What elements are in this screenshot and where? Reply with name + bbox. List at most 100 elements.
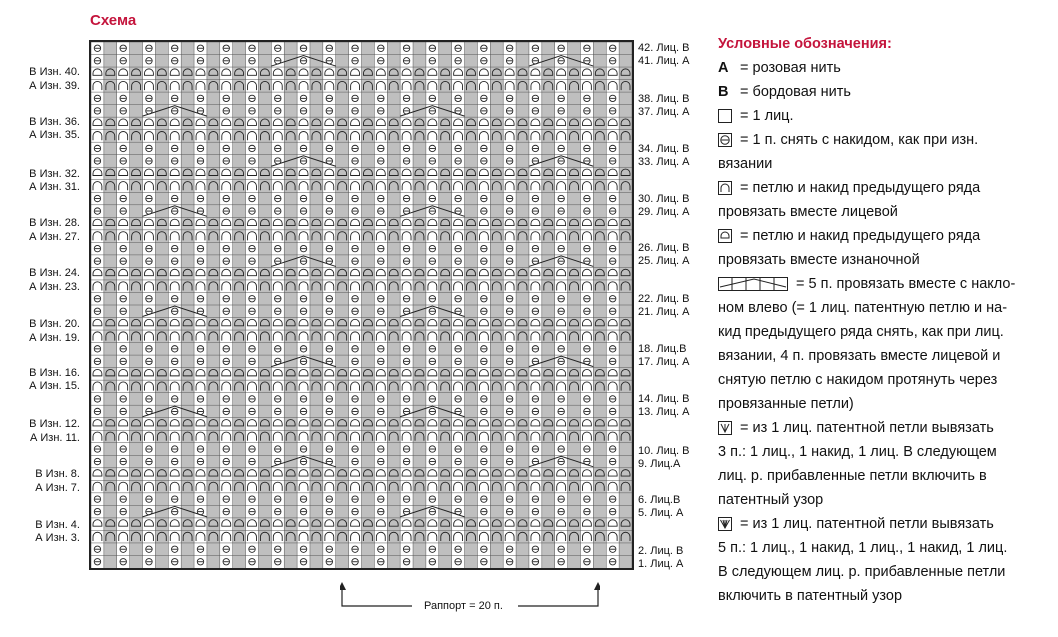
purl-together-arc [247, 218, 257, 227]
grid-cell-shaded [490, 555, 504, 568]
purl-together-arc [607, 268, 618, 277]
slip-stitch-symbol [505, 395, 514, 403]
legend-letter-a: А [718, 60, 729, 76]
slip-stitch-symbol [274, 395, 282, 403]
purl-together-arc [504, 318, 515, 327]
legend-text-inc3-3: лиц. р. прибавленные петли включить в [718, 468, 987, 484]
purl-together-arc [156, 419, 167, 427]
purl-together-arc [272, 519, 283, 527]
purl-together-arc [440, 68, 451, 76]
knit-together-arc [92, 80, 103, 91]
purl-together-arc [440, 218, 451, 227]
knit-together-arc [247, 481, 257, 491]
purl-together-arc [491, 419, 502, 427]
row-label: 25. Лиц. А [638, 255, 690, 267]
grid-cell-shaded [129, 104, 143, 118]
grid-cell-shaded [490, 254, 504, 268]
slip-stitch-symbol [377, 395, 385, 403]
knit-together-arc [556, 431, 567, 441]
knit-together-arc [466, 131, 476, 141]
purl-together-arc [607, 318, 618, 327]
grid-cell-shaded [103, 204, 117, 218]
grid-cell-shaded [258, 542, 272, 556]
slip-stitch-symbol [377, 545, 385, 553]
slip-stitch-symbol [531, 94, 540, 103]
legend-text-purl-together-2: провязать вместе изнаночной [718, 252, 920, 268]
slip-stitch-symbol [428, 407, 436, 416]
knit-together-arc [247, 531, 257, 541]
knit-together-arc [620, 181, 631, 191]
row-label: 22. Лиц. В [638, 293, 690, 305]
knit-together-arc [92, 431, 103, 441]
purl-together-arc [234, 368, 245, 377]
purl-together-arc [118, 469, 129, 477]
five-together-decrease-mark [271, 255, 336, 267]
purl-together-arc [234, 519, 245, 527]
purl-together-arc [260, 368, 270, 377]
grid-cell-shaded [619, 492, 632, 506]
knit-together-arc [543, 181, 554, 191]
slip-stitch-symbol [171, 558, 179, 566]
knit-together-arc [247, 381, 257, 391]
grid-cell-shaded [361, 555, 375, 568]
slip-stitch-symbol [325, 194, 333, 203]
slip-stitch-symbol [274, 495, 282, 503]
row-label: 13. Лиц. А [638, 406, 690, 418]
knit-together-arc [169, 531, 180, 541]
grid-cell-shaded [232, 442, 246, 456]
slip-stitch-symbol [325, 345, 333, 353]
slip-stitch-symbol [351, 94, 359, 103]
slip-stitch-symbol [248, 495, 256, 503]
slip-stitch-symbol [351, 207, 359, 215]
row-label: А Изн. 23. [29, 281, 80, 293]
grid-cell-shaded [387, 242, 401, 255]
slip-stitch-symbol [505, 545, 514, 553]
grid-cell-shaded [490, 192, 504, 205]
purl-together-arc [504, 368, 515, 377]
slip-stitch-symbol [145, 357, 153, 366]
knit-together-arc [208, 231, 219, 241]
grid-cell-shaded [567, 342, 581, 356]
knit-together-arc [504, 80, 515, 91]
slip-stitch-symbol [325, 144, 333, 153]
knit-together-arc [414, 181, 425, 191]
grid-cell-shaded [129, 392, 143, 406]
grid-cell-shaded [258, 405, 272, 418]
slip-stitch-symbol [274, 94, 282, 103]
purl-together-arc [272, 68, 283, 76]
grid-cell-shaded [567, 192, 581, 205]
purl-together-arc [337, 368, 348, 377]
knit-together-arc [208, 181, 219, 191]
grid-cell-shaded [619, 92, 632, 105]
grid-cell-shaded [155, 42, 169, 55]
grid-cell-shaded [335, 254, 349, 268]
slip-stitch-symbol [583, 495, 591, 503]
grid-cell-shaded [309, 455, 323, 468]
slip-stitch-symbol [351, 257, 359, 265]
knit-together-arc [401, 431, 412, 441]
grid-cell-shaded [438, 204, 452, 218]
knit-together-arc [156, 381, 167, 391]
slip-stitch-symbol [454, 244, 462, 253]
knit-together-arc [247, 331, 257, 341]
grid-cell-shaded [490, 204, 504, 218]
purl-together-arc [375, 118, 386, 126]
purl-together-arc [234, 68, 245, 76]
grid-cell-shaded [490, 442, 504, 456]
knit-together-arc [440, 181, 451, 191]
purl-together-arc [491, 218, 502, 227]
purl-together-arc [182, 519, 193, 527]
knit-together-arc [375, 181, 386, 191]
grid-cell-shaded [181, 292, 195, 305]
slip-stitch-symbol [609, 207, 617, 215]
knit-together-arc [414, 531, 425, 541]
grid-cell-shaded [103, 92, 117, 105]
purl-together-arc [350, 68, 360, 76]
purl-together-arc [260, 469, 270, 477]
grid-cell-shaded [155, 92, 169, 105]
knit-together-arc [337, 381, 348, 391]
purl-together-arc [105, 218, 116, 227]
purl-together-arc [620, 68, 631, 76]
knit-together-arc [118, 531, 129, 541]
slip-stitch-symbol [557, 395, 565, 403]
